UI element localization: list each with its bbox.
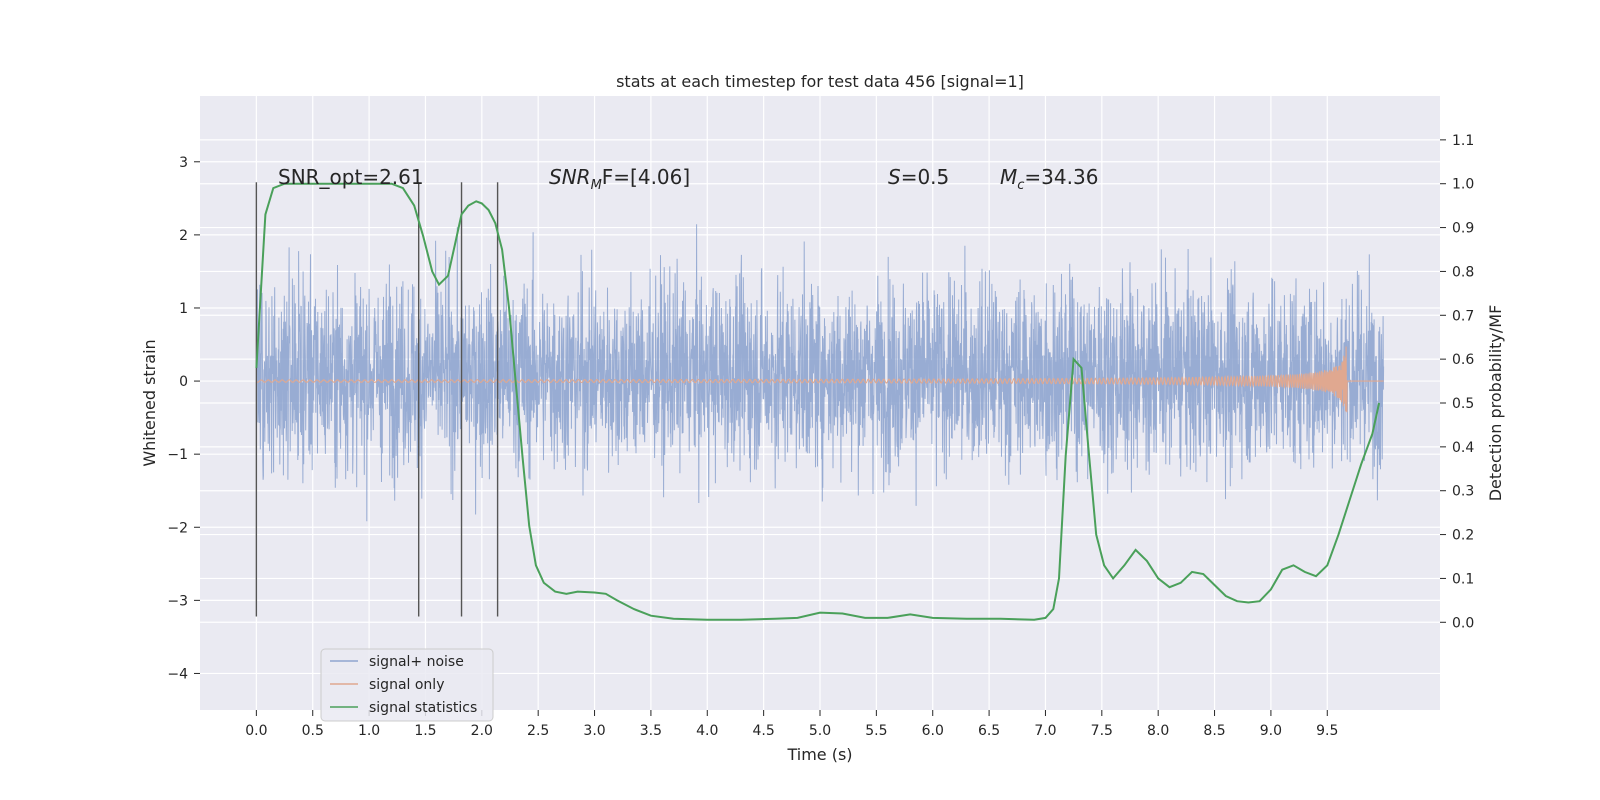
signal-only-series xyxy=(256,346,1384,413)
x-tick-label: 0.5 xyxy=(302,723,324,739)
x-tick-label: 3.5 xyxy=(640,723,662,739)
mc-rest: =34.36 xyxy=(1024,165,1098,189)
y-right-tick-label: 1.1 xyxy=(1452,133,1474,149)
signal-noise-series xyxy=(255,224,1385,522)
x-tick-label: 6.5 xyxy=(978,723,1000,739)
y-left-tick-label: 2 xyxy=(179,228,188,244)
mc-italic: M xyxy=(1000,165,1017,189)
y-right-tick-label: 1.0 xyxy=(1452,177,1474,193)
x-tick-label: 3.0 xyxy=(583,723,605,739)
y-left-tick-label: 0 xyxy=(179,374,188,390)
x-tick-label: 8.5 xyxy=(1203,723,1225,739)
annotation-mc: Mc=34.36 xyxy=(1000,165,1098,193)
annotation-s: S=0.5 xyxy=(888,165,949,189)
y-left-tick-label: 3 xyxy=(179,155,188,171)
y-left-tick-label: −1 xyxy=(167,447,188,463)
chart-title: stats at each timestep for test data 456… xyxy=(616,72,1024,91)
y-right-tick-label: 0.5 xyxy=(1452,396,1474,412)
legend-box xyxy=(320,648,494,722)
legend-label-signal-noise: signal+ noise xyxy=(369,654,464,670)
signal-noise-line xyxy=(255,224,1385,522)
signal-statistics-series xyxy=(255,182,1381,621)
s-rest: =0.5 xyxy=(901,165,950,189)
snr-mf-italic: SNR xyxy=(549,165,591,189)
ticks: 0.0 0.5 1.0 1.5 2.0 2.5 3.0 3.5 4.0 4.5 5.0 5.5 6.0 6… xyxy=(167,133,1474,739)
vertical-markers xyxy=(255,182,499,617)
x-tick-label: 5.5 xyxy=(865,723,887,739)
x-tick-label: 9.5 xyxy=(1316,723,1338,739)
x-tick-label: 4.0 xyxy=(696,723,718,739)
y-left-tick-label: 1 xyxy=(179,301,188,317)
signal-statistics-line xyxy=(255,182,1381,621)
annotation-snr-opt: SNR_opt=2.61 xyxy=(278,165,424,189)
x-tick-label: 5.0 xyxy=(809,723,831,739)
x-tick-label: 7.0 xyxy=(1034,723,1056,739)
x-tick-label: 2.0 xyxy=(471,723,493,739)
y-right-tick-label: 0.3 xyxy=(1452,484,1474,500)
y-left-tick-label: −2 xyxy=(167,520,188,536)
y-right-tick-label: 0.4 xyxy=(1452,440,1474,456)
x-tick-label: 8.0 xyxy=(1147,723,1169,739)
x-axis-label: Time (s) xyxy=(786,745,852,764)
legend-label-signal-only: signal only xyxy=(369,677,444,693)
snr-mf-rest: F=[4.06] xyxy=(602,165,690,189)
x-tick-label: 7.5 xyxy=(1091,723,1113,739)
y-left-tick-label: −3 xyxy=(167,593,188,609)
x-tick-label: 1.5 xyxy=(414,723,436,739)
legend-label-signal-statistics: signal statistics xyxy=(369,700,477,716)
x-tick-label: 9.0 xyxy=(1260,723,1282,739)
s-italic: S xyxy=(888,165,901,189)
y-right-tick-label: 0.2 xyxy=(1452,528,1474,544)
x-tick-label: 0.0 xyxy=(245,723,267,739)
y-axis-label-right: Detection probability/MF xyxy=(1486,305,1505,502)
y-right-tick-label: 0.9 xyxy=(1452,221,1474,237)
y-left-tick-label: −4 xyxy=(167,666,188,682)
y-axis-label-left: Whitened strain xyxy=(140,339,159,466)
x-tick-label: 1.0 xyxy=(358,723,380,739)
y-right-tick-label: 0.1 xyxy=(1452,571,1474,587)
legend: signal+ noise signal only signal statist… xyxy=(320,648,494,722)
x-tick-label: 2.5 xyxy=(527,723,549,739)
signal-only-line xyxy=(256,346,1384,413)
snr-mf-sub: M xyxy=(591,178,602,193)
y-right-tick-label: 0.7 xyxy=(1452,308,1474,324)
y-right-tick-label: 0.6 xyxy=(1452,352,1474,368)
x-tick-label: 4.5 xyxy=(753,723,775,739)
y-right-tick-label: 0.0 xyxy=(1452,615,1474,631)
mc-sub: c xyxy=(1017,178,1024,193)
y-right-tick-label: 0.8 xyxy=(1452,264,1474,280)
x-tick-label: 6.0 xyxy=(922,723,944,739)
annotation-snr-mf: SNRMF=[4.06] xyxy=(549,165,690,193)
